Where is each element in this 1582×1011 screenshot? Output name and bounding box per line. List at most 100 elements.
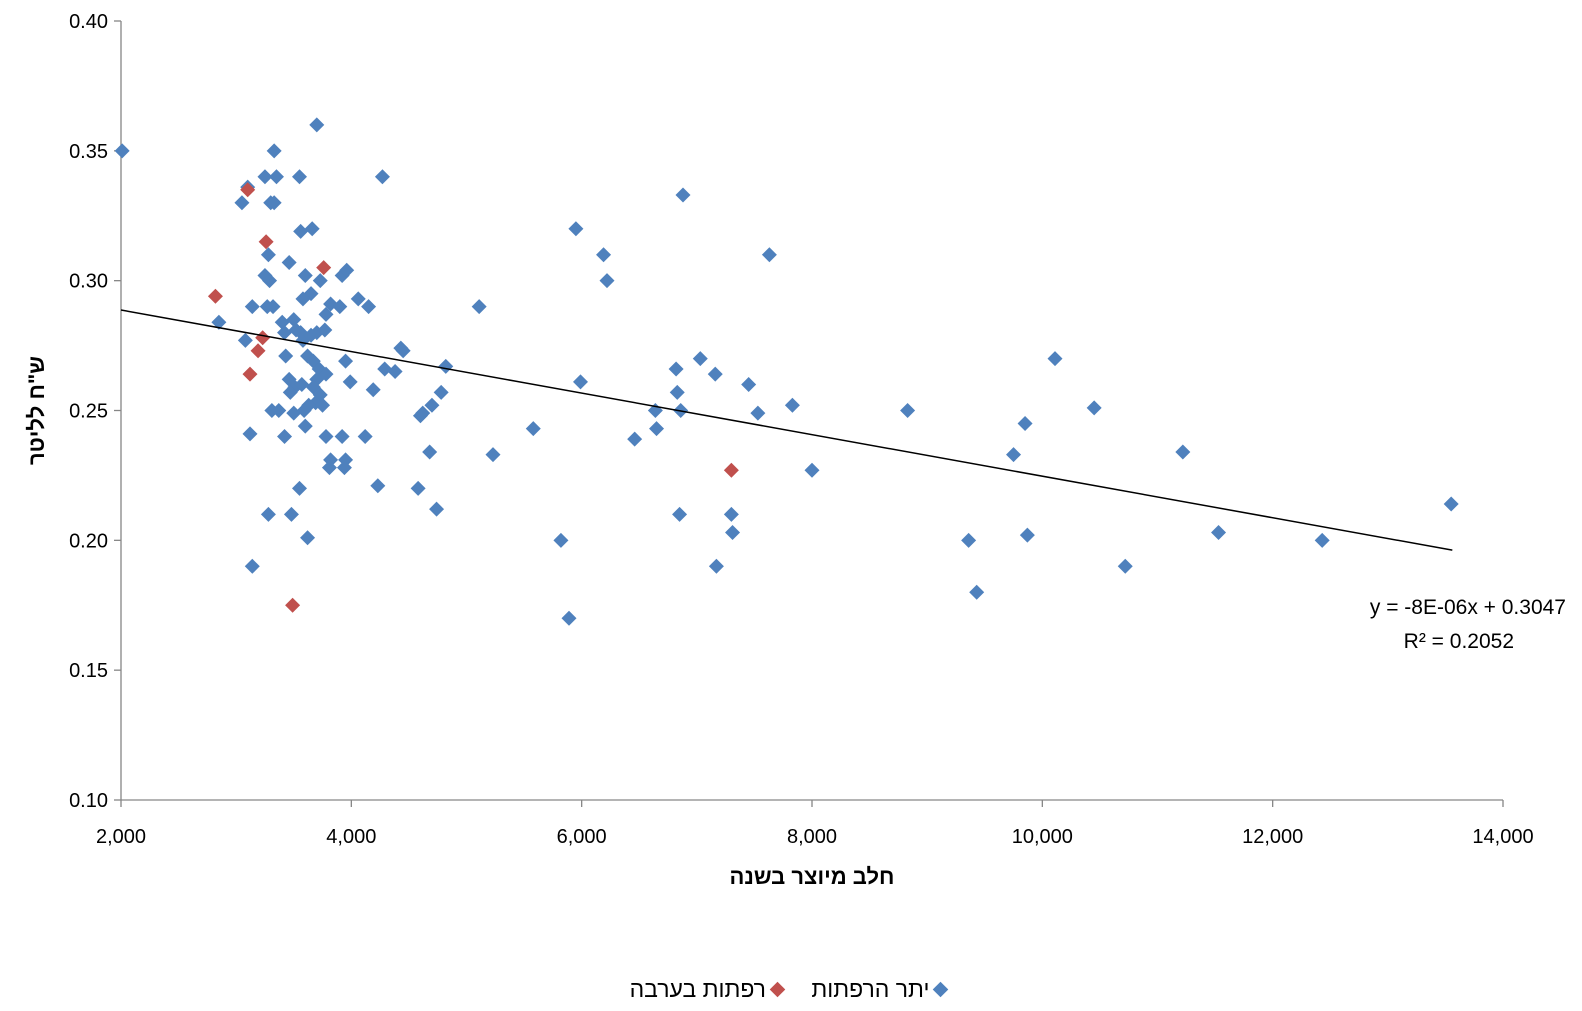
- data-point-other-farms: [350, 291, 366, 307]
- data-point-other-farms: [410, 480, 426, 496]
- data-point-other-farms: [242, 426, 258, 442]
- data-point-other-farms: [317, 322, 333, 338]
- data-point-other-farms: [692, 351, 708, 367]
- x-tick-label: 8,000: [787, 826, 837, 848]
- data-point-other-farms: [561, 610, 577, 626]
- x-tick-label: 4,000: [326, 826, 376, 848]
- data-point-other-farms: [415, 405, 431, 421]
- data-point-other-farms: [262, 273, 278, 289]
- data-point-other-farms: [297, 418, 313, 434]
- data-point-other-farms: [433, 384, 449, 400]
- data-point-other-farms: [900, 403, 916, 418]
- data-point-other-farms: [244, 558, 260, 574]
- data-point-other-farms: [750, 405, 766, 421]
- legend-item-other-farms: יתר הרפתות: [811, 976, 952, 1003]
- data-point-other-farms: [668, 361, 684, 377]
- data-point-other-farms: [969, 584, 985, 600]
- data-point-other-farms: [804, 462, 820, 478]
- y-axis-title: ש"ח לליטר: [24, 356, 49, 465]
- data-point-other-farms: [723, 506, 739, 522]
- data-point-other-farms: [568, 221, 584, 237]
- data-point-other-farms: [741, 377, 757, 393]
- x-tick-label: 12,000: [1242, 826, 1303, 848]
- data-point-other-farms: [1019, 527, 1035, 543]
- x-tick-label: 2,000: [96, 826, 146, 848]
- data-point-other-farms: [1117, 558, 1133, 574]
- data-point-other-farms: [1017, 415, 1033, 431]
- data-point-other-farms: [596, 247, 612, 263]
- data-point-other-farms: [1047, 351, 1063, 367]
- data-point-other-farms: [1314, 532, 1330, 548]
- y-tick-label: 0.15: [69, 660, 108, 682]
- x-tick-label: 10,000: [1012, 826, 1073, 848]
- data-point-other-farms: [277, 428, 293, 444]
- y-tick-label: 0.10: [69, 790, 108, 812]
- data-point-other-farms: [649, 421, 665, 437]
- data-point-arava-farms: [285, 597, 301, 613]
- data-point-other-farms: [1086, 400, 1102, 416]
- data-point-other-farms: [357, 428, 373, 444]
- data-point-other-farms: [293, 325, 309, 341]
- data-point-arava-farms: [240, 182, 256, 198]
- data-point-other-farms: [296, 403, 312, 418]
- data-point-other-farms: [1175, 444, 1191, 460]
- data-point-other-farms: [471, 299, 487, 315]
- data-point-other-farms: [370, 478, 386, 494]
- data-point-other-farms: [573, 374, 589, 390]
- data-point-other-farms: [1006, 447, 1022, 463]
- data-point-other-farms: [303, 327, 319, 343]
- legend-item-arava-farms: רפתות בערבה: [630, 976, 789, 1003]
- data-point-other-farms: [1443, 496, 1459, 512]
- x-tick-label: 14,000: [1472, 826, 1533, 848]
- data-point-other-farms: [282, 384, 298, 400]
- data-point-other-farms: [669, 384, 685, 400]
- data-point-other-farms: [283, 506, 299, 522]
- data-point-other-farms: [293, 223, 309, 239]
- data-point-other-farms: [277, 325, 293, 341]
- data-point-other-farms: [338, 353, 354, 369]
- trendline-group: [120, 309, 1453, 551]
- data-point-other-farms: [321, 460, 337, 476]
- data-point-other-farms: [292, 480, 308, 496]
- data-point-other-farms: [672, 506, 688, 522]
- data-point-other-farms: [395, 343, 411, 359]
- data-point-other-farms: [725, 525, 741, 541]
- chart-legend: יתר הרפתות רפתות בערבה: [0, 976, 1582, 1003]
- data-point-other-farms: [422, 444, 438, 460]
- data-point-other-farms: [708, 558, 724, 574]
- data-point-other-farms: [365, 382, 381, 398]
- data-point-other-farms: [294, 377, 310, 393]
- data-point-arava-farms: [723, 462, 739, 478]
- y-tick-label: 0.25: [69, 401, 108, 423]
- legend-label: רפתות בערבה: [629, 976, 766, 1002]
- data-point-other-farms: [332, 299, 348, 315]
- diamond-marker-icon: [769, 981, 786, 998]
- data-points: [114, 117, 1459, 626]
- y-tick-label: 0.30: [69, 271, 108, 293]
- data-point-other-farms: [336, 460, 352, 476]
- data-point-other-farms: [424, 397, 440, 413]
- data-point-other-farms: [260, 247, 276, 263]
- data-point-other-farms: [257, 169, 273, 185]
- data-point-other-farms: [234, 195, 250, 211]
- data-point-other-farms: [271, 403, 287, 418]
- data-point-other-farms: [260, 506, 276, 522]
- data-point-arava-farms: [316, 260, 332, 276]
- data-point-other-farms: [268, 169, 284, 185]
- x-axis-title: חלב מיוצר בשנה: [730, 864, 895, 889]
- data-point-other-farms: [114, 143, 130, 159]
- data-point-other-farms: [274, 314, 290, 330]
- data-point-other-farms: [961, 532, 977, 548]
- data-point-other-farms: [266, 195, 282, 211]
- x-tick-label: 6,000: [557, 826, 607, 848]
- tick-marks: 0.10 0.15 0.20 0.25 0.30 0.35 0.40 2,000 4,000 6,…: [69, 11, 1534, 848]
- data-point-other-farms: [300, 530, 316, 546]
- data-point-other-farms: [374, 169, 390, 185]
- y-tick-label: 0.20: [69, 530, 108, 552]
- data-point-other-farms: [278, 348, 294, 364]
- data-point-other-farms: [211, 314, 227, 330]
- data-point-other-farms: [707, 366, 723, 382]
- data-point-other-farms: [525, 421, 541, 437]
